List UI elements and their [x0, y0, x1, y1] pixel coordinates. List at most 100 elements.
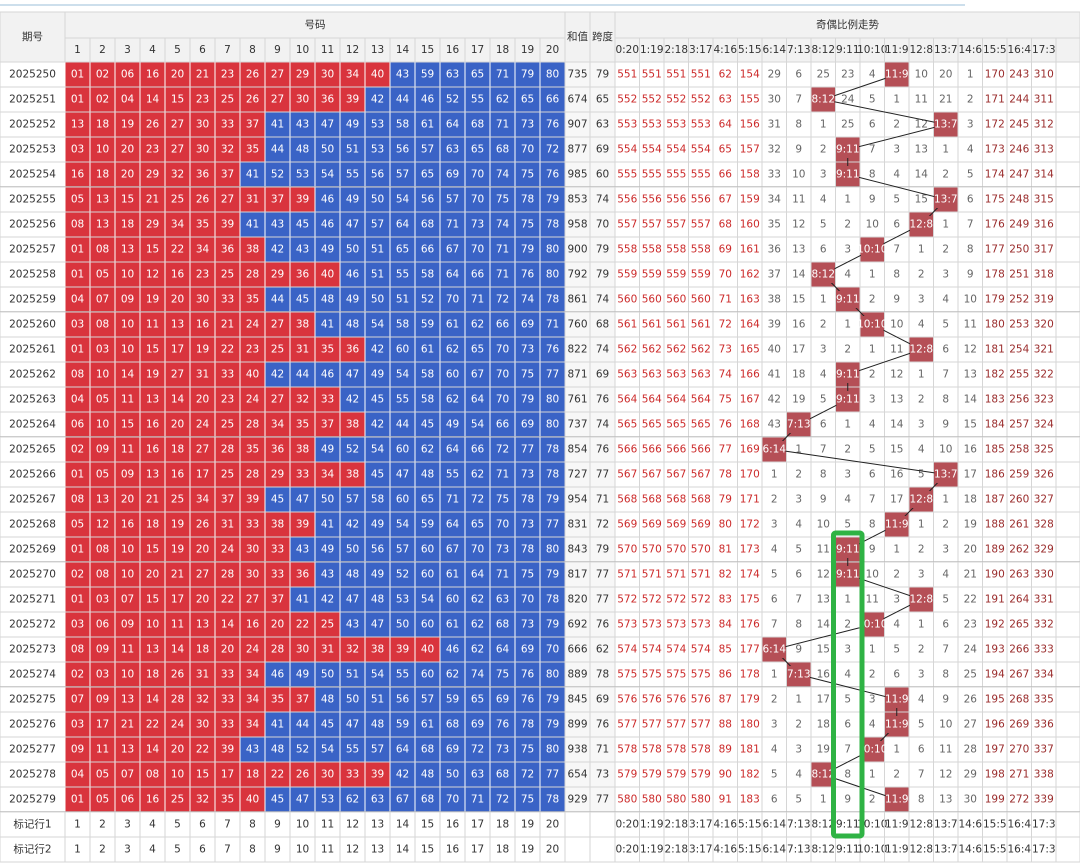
ratio-column-label: 15:5	[983, 44, 1007, 56]
sum: 854	[567, 444, 587, 456]
number-cell	[340, 162, 365, 187]
number: 05	[96, 394, 109, 406]
number: 20	[121, 494, 134, 506]
sum: 985	[567, 169, 587, 181]
footer-ratio: 6:14	[762, 819, 786, 831]
number: 02	[96, 94, 109, 106]
ratio-miss: 578	[666, 744, 686, 756]
number-column-label: 2	[99, 44, 106, 56]
ratio-miss: 12	[890, 369, 903, 381]
number: 69	[446, 169, 459, 181]
footer-ratio: 5:15	[738, 844, 762, 856]
number: 03	[71, 719, 84, 731]
number-cell	[365, 212, 390, 237]
number: 56	[396, 694, 410, 706]
number: 14	[221, 619, 235, 631]
ratio-cell	[688, 186, 714, 213]
number: 48	[346, 569, 359, 581]
issue: 2025277	[9, 744, 56, 756]
ratio-miss: 2	[869, 669, 876, 681]
number: 65	[471, 69, 484, 81]
ratio-miss: 87	[719, 694, 732, 706]
number: 11	[121, 444, 134, 456]
ratio-miss: 163	[740, 294, 760, 306]
ratio-cell	[1006, 211, 1032, 238]
issue: 2025259	[9, 294, 56, 306]
number-cell	[490, 262, 515, 287]
number: 65	[421, 494, 434, 506]
span: 65	[596, 94, 609, 106]
number: 05	[96, 269, 109, 281]
ratio-miss: 572	[642, 594, 662, 606]
footer-number: 4	[149, 844, 156, 856]
ratio-miss: 559	[617, 269, 637, 281]
footer-number: 15	[421, 819, 434, 831]
number: 75	[496, 194, 509, 206]
span: 68	[596, 319, 609, 331]
number-cell	[290, 237, 315, 262]
ratio-miss: 326	[1034, 469, 1054, 481]
ratio-cell	[639, 61, 665, 88]
number: 45	[296, 294, 309, 306]
number-column-label: 10	[296, 44, 309, 56]
ratio-miss: 2	[820, 319, 827, 331]
ratio-miss: 4	[795, 769, 802, 781]
number: 60	[421, 569, 434, 581]
number-cell	[540, 212, 565, 237]
number: 41	[271, 719, 284, 731]
ratio-miss: 579	[617, 769, 637, 781]
number: 25	[221, 419, 234, 431]
ratio-miss: 2	[844, 444, 851, 456]
number: 16	[146, 444, 160, 456]
ratio-cell	[957, 111, 983, 138]
ratio-miss: 5	[869, 94, 876, 106]
number: 47	[296, 794, 309, 806]
sum: 692	[567, 619, 587, 631]
number: 09	[96, 694, 109, 706]
ratio-column-label: 3:17	[689, 44, 713, 56]
number: 40	[246, 794, 259, 806]
issue: 2025278	[9, 769, 56, 781]
number: 16	[171, 469, 185, 481]
ratio-cell	[712, 236, 738, 263]
ratio-miss: 17	[792, 344, 805, 356]
ratio-cell	[908, 61, 934, 88]
number: 49	[296, 669, 309, 681]
number: 48	[346, 319, 359, 331]
ratio-miss: 76	[719, 419, 733, 431]
hit-ratio: 12:8	[909, 594, 933, 606]
ratio-miss: 1	[869, 344, 876, 356]
sum: 853	[567, 194, 587, 206]
footer-number: 12	[346, 844, 359, 856]
number-cell	[465, 137, 490, 162]
number: 79	[546, 194, 559, 206]
ratio-column-label: 13:7	[934, 44, 958, 56]
number: 70	[546, 644, 559, 656]
ratio-miss: 336	[1034, 719, 1054, 731]
ratio-miss: 181	[740, 744, 760, 756]
ratio-cell	[786, 186, 812, 213]
number: 02	[71, 444, 84, 456]
number-cell	[215, 87, 240, 112]
issue: 2025257	[9, 244, 56, 256]
number-cell	[190, 137, 215, 162]
sum: 735	[567, 69, 587, 81]
sum-cell	[564, 236, 591, 263]
number: 12	[96, 519, 109, 531]
issue: 2025250	[9, 69, 56, 81]
hit-ratio: 6:14	[762, 444, 786, 456]
ratio-miss: 559	[642, 269, 662, 281]
number: 51	[346, 144, 359, 156]
sum: 674	[567, 94, 587, 106]
number: 30	[296, 644, 309, 656]
footer-number: 7	[224, 844, 231, 856]
ratio-miss: 9	[967, 269, 974, 281]
number-cell	[265, 187, 290, 212]
ratio-miss: 192	[985, 619, 1005, 631]
number-cell	[165, 112, 190, 137]
issue: 2025252	[9, 119, 56, 131]
ratio-miss: 1	[820, 119, 827, 131]
number: 29	[271, 269, 284, 281]
ratio-miss: 12	[964, 344, 977, 356]
